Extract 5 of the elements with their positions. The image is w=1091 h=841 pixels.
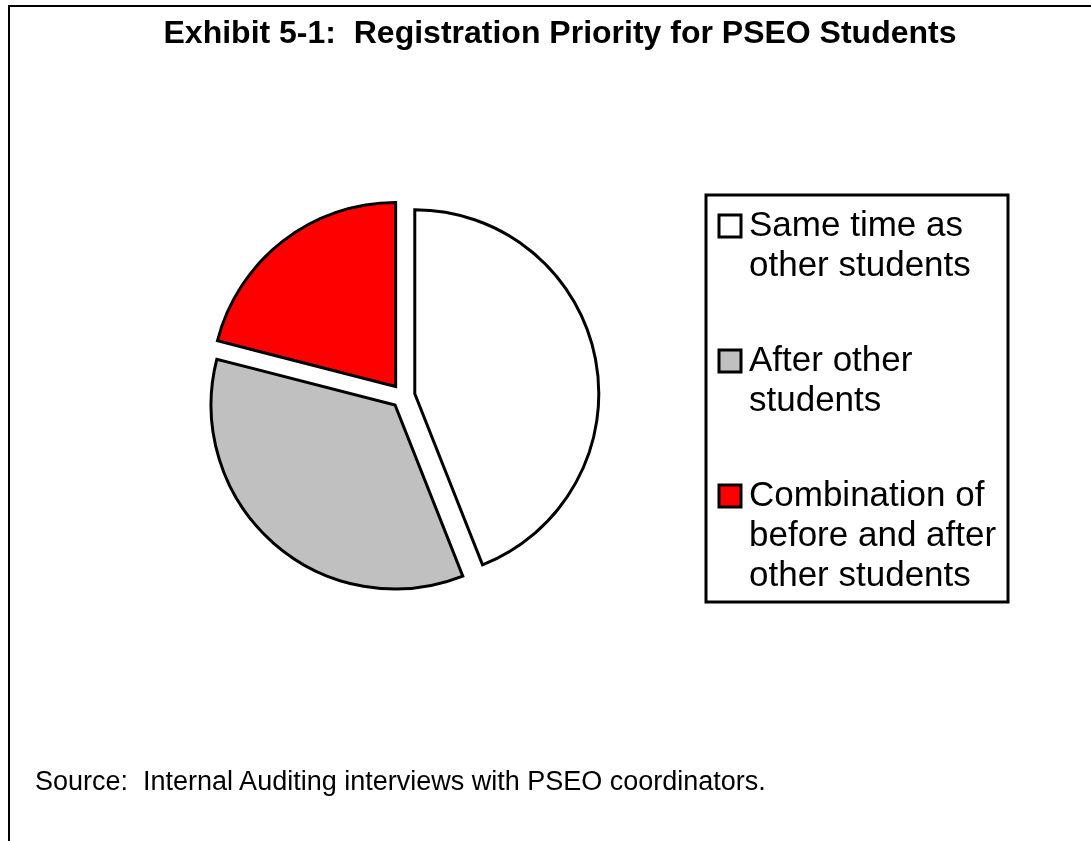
legend-label: Combination of before and after other students — [749, 473, 997, 593]
legend-label: Same time as other students — [749, 203, 971, 283]
legend-label: After other students — [749, 338, 913, 418]
chart-title: Exhibit 5-1: Registration Priority for PSEO Students — [163, 14, 957, 50]
source-note: Source: Internal Auditing interviews with PSEO coordinators. — [35, 766, 766, 796]
